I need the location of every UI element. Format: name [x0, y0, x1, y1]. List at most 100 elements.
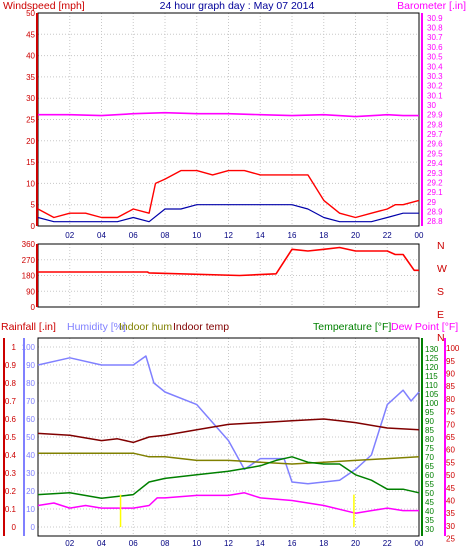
- x-tick-bottom-10: 10: [192, 539, 201, 548]
- baro-tick-30: 30: [427, 101, 436, 110]
- series-temperature: [37, 456, 420, 499]
- wind-tick-40: 40: [26, 52, 35, 61]
- hum-tick-100: 100: [22, 343, 36, 352]
- temp-tick-60: 60: [425, 471, 434, 480]
- wind-tick-50: 50: [26, 9, 35, 18]
- x-tick-top-12: 12: [224, 231, 233, 240]
- temp-tick-45: 45: [425, 498, 434, 507]
- series-dew-point: [37, 492, 419, 514]
- series-humidity: [37, 355, 420, 485]
- barometer-label: Barometer [.in]: [397, 0, 466, 12]
- rain-tick-0.2: 0.2: [5, 487, 17, 496]
- temp-tick-90: 90: [425, 417, 434, 426]
- dew-tick-35: 35: [446, 509, 455, 518]
- baro-tick-30.9: 30.9: [427, 14, 443, 23]
- baro-tick-28.9: 28.9: [427, 207, 443, 216]
- dew-tick-40: 40: [446, 496, 455, 505]
- x-tick-top-18: 18: [319, 231, 328, 240]
- windspeed-label: Windspeed [mph]: [3, 0, 85, 12]
- rain-tick-0: 0: [12, 523, 17, 532]
- temp-tick-75: 75: [425, 444, 434, 453]
- baro-tick-29.2: 29.2: [427, 178, 443, 187]
- hum-tick-20: 20: [26, 487, 35, 496]
- dew-tick-100: 100: [446, 344, 460, 353]
- x-tick-bottom-04: 04: [97, 539, 106, 548]
- baro-tick-29.9: 29.9: [427, 111, 443, 120]
- dew-tick-25: 25: [446, 535, 455, 544]
- dew-tick-90: 90: [446, 370, 455, 379]
- hum-tick-80: 80: [26, 379, 35, 388]
- dew-tick-85: 85: [446, 382, 455, 391]
- dew-tick-80: 80: [446, 395, 455, 404]
- x-tick-top-16: 16: [288, 231, 297, 240]
- rain-tick-0.4: 0.4: [5, 451, 17, 460]
- temp-tick-110: 110: [425, 381, 438, 390]
- dew-tick-30: 30: [446, 522, 455, 531]
- x-tick-bottom-14: 14: [256, 539, 265, 548]
- baro-tick-30.5: 30.5: [427, 53, 443, 62]
- temp-tick-100: 100: [425, 399, 439, 408]
- baro-tick-29.7: 29.7: [427, 130, 443, 139]
- x-tick-bottom-06: 06: [129, 539, 138, 548]
- temp-tick-115: 115: [425, 372, 438, 381]
- hum-tick-60: 60: [26, 415, 35, 424]
- temp-tick-35: 35: [425, 516, 434, 525]
- x-tick-bottom-12: 12: [224, 539, 233, 548]
- baro-tick-30.3: 30.3: [427, 72, 443, 81]
- baro-tick-30.4: 30.4: [427, 62, 443, 71]
- x-tick-bottom-18: 18: [319, 539, 328, 548]
- temp-tick-70: 70: [425, 453, 434, 462]
- temp-tick-95: 95: [425, 408, 434, 417]
- indoor-hum-label: Indoor hum: [119, 321, 172, 333]
- wind-tick-45: 45: [26, 30, 35, 39]
- wind-tick-35: 35: [26, 73, 35, 82]
- wind-tick-5: 5: [31, 201, 36, 210]
- baro-tick-29: 29: [427, 198, 436, 207]
- temp-tick-85: 85: [425, 426, 434, 435]
- rain-tick-0.6: 0.6: [5, 415, 17, 424]
- series-indoor-temp: [37, 418, 420, 444]
- x-tick-top-00: 00: [415, 231, 424, 240]
- rain-tick-0.3: 0.3: [5, 469, 17, 478]
- rain-tick-0.8: 0.8: [5, 379, 17, 388]
- baro-tick-29.5: 29.5: [427, 149, 443, 158]
- rain-tick-0.7: 0.7: [5, 397, 17, 406]
- dir-tick-0: 0: [31, 303, 36, 312]
- dew-tick-65: 65: [446, 433, 455, 442]
- dew-tick-60: 60: [446, 446, 455, 455]
- dew-tick-70: 70: [446, 420, 455, 429]
- wind-tick-0: 0: [31, 222, 36, 231]
- x-tick-bottom-16: 16: [288, 539, 297, 548]
- baro-tick-29.6: 29.6: [427, 140, 443, 149]
- dew-tick-95: 95: [446, 357, 455, 366]
- indoor-temp-label: Indoor temp: [173, 321, 229, 333]
- x-tick-top-02: 02: [65, 231, 74, 240]
- dew-tick-75: 75: [446, 408, 455, 417]
- baro-tick-29.3: 29.3: [427, 169, 443, 178]
- rain-tick-1: 1: [12, 343, 17, 352]
- hum-tick-90: 90: [26, 361, 35, 370]
- x-tick-bottom-08: 08: [161, 539, 170, 548]
- x-tick-top-06: 06: [129, 231, 138, 240]
- wind-tick-30: 30: [26, 94, 35, 103]
- baro-tick-30.8: 30.8: [427, 24, 443, 33]
- dew-tick-50: 50: [446, 471, 455, 480]
- temp-tick-65: 65: [425, 462, 434, 471]
- series-indoor-hum: [38, 452, 420, 465]
- dir-tick-270: 270: [22, 256, 36, 265]
- x-tick-bottom-02: 02: [65, 539, 74, 548]
- direction-label-n-bottom: N: [437, 332, 445, 344]
- temp-tick-30: 30: [425, 525, 434, 534]
- wind-tick-10: 10: [26, 179, 35, 188]
- hum-tick-30: 30: [26, 469, 35, 478]
- wind-tick-15: 15: [26, 158, 35, 167]
- chart-title: 24 hour graph day : May 07 2014: [160, 0, 315, 12]
- baro-tick-29.4: 29.4: [427, 159, 443, 168]
- hum-tick-0: 0: [31, 523, 36, 532]
- series-windspeed-avg: [37, 204, 419, 223]
- humidity-label: Humidity [%]: [67, 321, 126, 333]
- rain-tick-0.1: 0.1: [5, 505, 17, 514]
- x-tick-top-08: 08: [161, 231, 170, 240]
